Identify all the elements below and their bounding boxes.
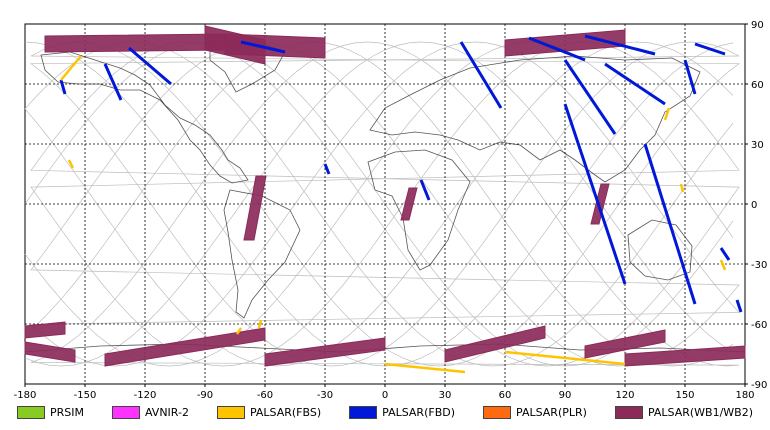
- legend-label: PRSIM: [49, 405, 84, 419]
- fbd-track: [59, 79, 67, 95]
- legend-label: PALSAR(PLR): [516, 405, 587, 419]
- orbit-track: [24, 41, 734, 367]
- fbd-track: [128, 46, 172, 86]
- fbd-track: [563, 59, 617, 135]
- fbd-track: [683, 59, 697, 95]
- wb-swath: [44, 33, 226, 53]
- fbd-track: [103, 63, 123, 101]
- fbs-track: [663, 107, 671, 121]
- legend-label: AVNIR-2: [144, 405, 189, 419]
- legend: PRSIM AVNIR-2 PALSAR(FBS) PALSAR(FBD) PA…: [0, 400, 770, 424]
- fbd-track: [240, 40, 286, 54]
- x-tick-label: -60: [257, 390, 273, 400]
- x-tick-label: 30: [439, 390, 452, 400]
- legend-item-prsim: PRSIM: [16, 405, 84, 419]
- wb-swath: [224, 33, 326, 59]
- y-tick-label: 30: [751, 140, 764, 151]
- fbs-track: [67, 159, 75, 169]
- coast-eurasia: [369, 55, 701, 183]
- wb-swath: [590, 183, 610, 225]
- x-tick-label: 150: [675, 390, 694, 400]
- fbd-track: [459, 41, 503, 109]
- y-tick-label: -90: [751, 380, 767, 391]
- wb-swath: [624, 345, 746, 367]
- fbd-track: [735, 299, 743, 313]
- fbd-tracks: [59, 34, 743, 313]
- y-tick-label: -60: [751, 320, 767, 331]
- y-tick-label: 60: [751, 80, 764, 91]
- fbs-track: [235, 327, 243, 335]
- wb-swath: [24, 321, 66, 339]
- legend-item-palsar-fbd: PALSAR(FBD): [349, 405, 456, 419]
- fbd-track: [643, 143, 697, 305]
- fbd-track: [584, 34, 656, 56]
- wb-swath: [444, 325, 546, 363]
- legend-item-palsar-wb: PALSAR(WB1/WB2): [614, 405, 754, 419]
- grid: [25, 24, 745, 384]
- legend-item-palsar-fbs: PALSAR(FBS): [216, 405, 322, 419]
- fbd-track: [563, 103, 627, 285]
- fbd-track: [694, 42, 726, 56]
- fbs-track: [504, 350, 626, 366]
- y-tick-label: -30: [751, 260, 767, 271]
- legend-swatch: [16, 405, 45, 419]
- x-tick-label: -150: [74, 390, 97, 400]
- x-tick-labels: -180 -150 -120 -90 -60 -30 0 30 60 90 120 150 180: [14, 384, 755, 400]
- fbs-track: [719, 259, 727, 271]
- coast-africa: [367, 149, 471, 271]
- world-map-chart: -180 -150 -120 -90 -60 -30 0 30 60 90 120 150 180 90…: [14, 20, 768, 400]
- wb-swath: [24, 341, 76, 363]
- x-tick-label: -120: [134, 390, 157, 400]
- y-tick-labels: 90 60 30 0 -30 -60 -90: [745, 20, 767, 391]
- fbd-track: [323, 163, 331, 175]
- fbs-tracks: [60, 55, 727, 374]
- wb-swath: [264, 337, 386, 367]
- fbd-track: [419, 179, 431, 201]
- x-tick-label: 60: [499, 390, 512, 400]
- legend-swatch: [216, 405, 245, 419]
- x-tick-label: 0: [382, 390, 388, 400]
- x-tick-label: 180: [735, 390, 754, 400]
- y-tick-label: 90: [751, 20, 764, 31]
- wb-swath: [104, 327, 266, 367]
- fbs-track: [679, 183, 685, 193]
- x-tick-label: -180: [14, 390, 37, 400]
- legend-swatch: [483, 405, 512, 419]
- legend-swatch: [614, 405, 643, 419]
- wb-swaths: [24, 25, 746, 367]
- coast-north-america: [40, 51, 249, 184]
- legend-swatch: [349, 405, 378, 419]
- coast-australia: [627, 219, 693, 281]
- x-tick-label: -90: [197, 390, 213, 400]
- fbs-track: [384, 362, 466, 374]
- legend-item-avnir2: AVNIR-2: [111, 405, 189, 419]
- wb-swath: [243, 175, 267, 241]
- wb-swath: [584, 329, 666, 359]
- x-tick-label: 90: [559, 390, 572, 400]
- fbs-track: [257, 319, 263, 329]
- fbd-track: [528, 36, 586, 62]
- x-tick-label: -30: [317, 390, 333, 400]
- legend-label: PALSAR(WB1/WB2): [647, 405, 754, 419]
- legend-label: PALSAR(FBD): [382, 405, 456, 419]
- x-tick-label: 120: [615, 390, 634, 400]
- wb-swath: [400, 187, 418, 221]
- legend-item-palsar-plr: PALSAR(PLR): [483, 405, 587, 419]
- fbs-track: [60, 55, 82, 81]
- fbd-track: [719, 247, 731, 261]
- fbd-track: [604, 62, 666, 106]
- y-tick-label: 0: [751, 200, 757, 211]
- coast-south-america: [223, 189, 301, 319]
- legend-label: PALSAR(FBS): [249, 405, 322, 419]
- legend-swatch: [111, 405, 140, 419]
